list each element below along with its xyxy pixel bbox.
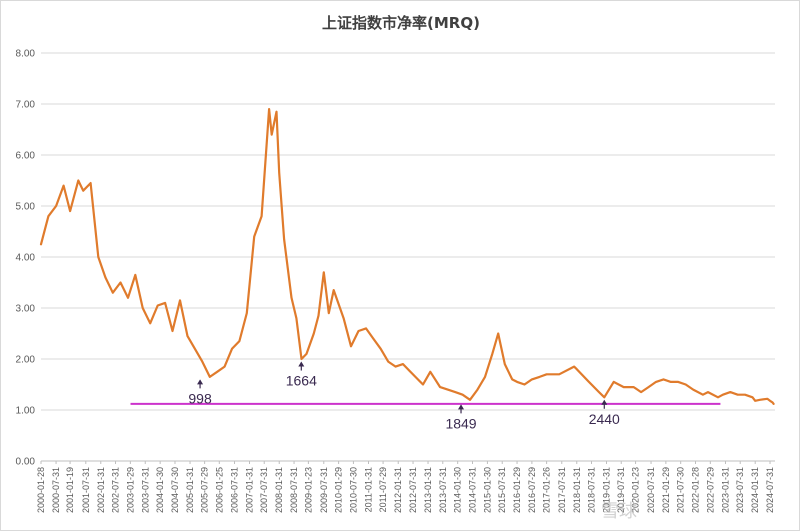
x-tick-label: 2003-07-31: [140, 467, 150, 513]
x-tick-label: 2022-01-28: [691, 467, 701, 513]
annotation-label: 1664: [286, 373, 317, 389]
annotation-label: 2440: [589, 411, 620, 427]
x-tick-label: 2016-07-29: [527, 467, 537, 513]
x-tick-label: 2010-07-30: [348, 467, 358, 513]
x-tick-label: 2011-07-29: [378, 467, 388, 512]
x-tick-label: 2005-07-29: [200, 467, 210, 513]
x-tick-label: 2001-01-19: [65, 467, 75, 513]
series-line: [39, 107, 775, 405]
x-tick-label: 2000-07-31: [51, 467, 61, 513]
x-tick-label: 2013-07-31: [438, 467, 448, 513]
y-tick-label: 4.00: [16, 253, 36, 264]
y-tick-label: 7.00: [16, 100, 36, 111]
y-tick-label: 5.00: [16, 202, 36, 213]
x-tick-label: 2004-01-30: [155, 467, 165, 513]
x-tick-label: 2008-07-31: [289, 467, 299, 513]
x-tick-label: 2020-01-23: [631, 467, 641, 513]
x-tick-label: 2022-07-29: [705, 467, 715, 513]
series-layer: [39, 107, 775, 405]
x-tick-label: 2014-07-31: [468, 467, 478, 513]
x-tick-label: 2024-01-31: [750, 467, 760, 513]
annotation-label: 1849: [445, 415, 476, 431]
x-tick-label: 2008-01-31: [274, 467, 284, 513]
annotation-arrowhead: [197, 379, 204, 385]
y-tick-label: 1.00: [16, 406, 36, 417]
x-tick-label: 2024-07-31: [765, 467, 775, 513]
y-tick-label: 2.00: [16, 355, 36, 366]
x-tick-label: 2021-07-30: [676, 467, 686, 513]
x-tick-label: 2017-01-26: [542, 467, 552, 513]
x-tick-label: 2019-07-31: [616, 467, 626, 513]
x-tick-label: 2015-01-30: [482, 467, 492, 513]
annotation-arrowhead: [298, 361, 305, 367]
x-tick-label: 2015-07-31: [497, 467, 507, 513]
x-tick-label: 2006-01-25: [214, 467, 224, 513]
x-tick-label: 2023-07-31: [735, 467, 745, 513]
annotation-layer: 998 1664 1849 2440: [188, 361, 620, 431]
grid-lines: [41, 52, 775, 462]
x-tick-label: 2019-01-31: [601, 467, 611, 513]
watermark-logo: 雪球: [601, 501, 637, 522]
annotation-arrowhead: [601, 399, 608, 405]
x-tick-label: 2007-01-31: [245, 467, 255, 513]
annotation-label: 998: [188, 390, 212, 406]
x-tick-label: 2023-01-31: [720, 467, 730, 513]
y-tick-label: 0.00: [16, 457, 36, 468]
x-tick-label: 2020-07-31: [646, 467, 656, 513]
x-tick-label: 2002-01-31: [96, 467, 106, 513]
x-tick-label: 2005-01-31: [185, 467, 195, 513]
x-tick-label: 2010-01-29: [334, 467, 344, 513]
annotation-arrowhead: [458, 404, 465, 410]
y-tick-label: 3.00: [16, 304, 36, 315]
x-tick-label: 2009-01-23: [303, 467, 313, 513]
x-tick-label: 2001-07-31: [81, 467, 91, 513]
x-tick-label: 2007-07-31: [259, 467, 269, 513]
x-tick-label: 2018-01-31: [572, 467, 582, 513]
x-tick-label: 2006-07-31: [230, 467, 240, 513]
y-tick-label: 8.00: [16, 49, 36, 60]
x-tick-label: 2003-01-29: [125, 467, 135, 513]
x-tick-label: 2009-07-31: [319, 467, 329, 513]
x-tick-label: 2013-01-31: [423, 467, 433, 513]
x-tick-label: 2000-01-28: [36, 467, 46, 513]
x-tick-label: 2002-07-31: [111, 467, 121, 513]
x-tick-label: 2012-07-31: [408, 467, 418, 513]
y-tick-label: 6.00: [16, 151, 36, 162]
chart-title: 上证指数市净率(MRQ): [322, 14, 480, 32]
x-tick-label: 2011-01-31: [363, 467, 373, 512]
x-tick-label: 2004-07-30: [170, 467, 180, 513]
y-axis: 0.00 1.00 2.00 3.00 4.00 5.00 6.00 7.00 8.00: [16, 49, 36, 468]
x-tick-label: 2021-01-29: [661, 467, 671, 513]
x-tick-label: 2016-01-29: [512, 467, 522, 513]
x-tick-label: 2017-07-31: [557, 467, 567, 513]
x-tick-label: 2014-01-30: [453, 467, 463, 513]
x-tick-label: 2018-07-31: [587, 467, 597, 513]
x-tick-label: 2012-01-31: [393, 467, 403, 513]
x-axis: 2000-01-28 2000-07-31 2001-01-19 2001-07-31…: [36, 461, 775, 513]
